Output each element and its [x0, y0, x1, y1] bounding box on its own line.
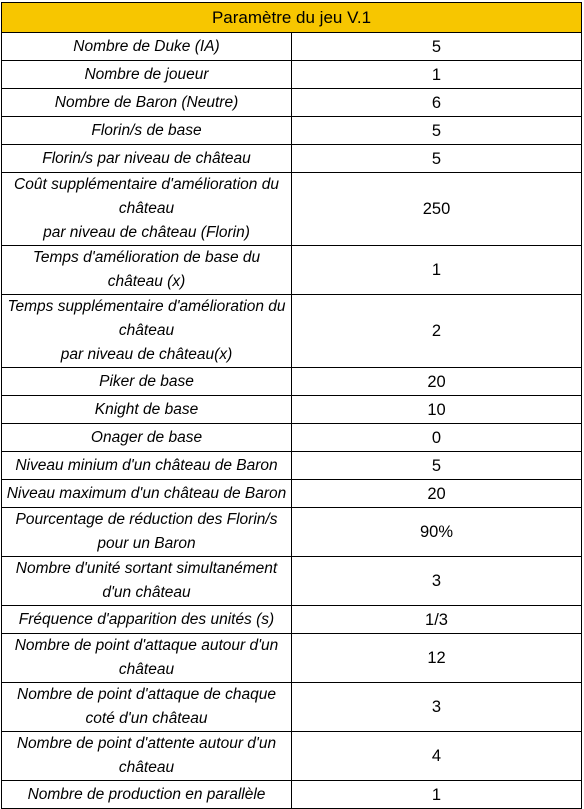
parameter-label-line: Nombre de joueur [84, 65, 209, 83]
parameter-label: Florin/s par niveau de château [1, 144, 292, 173]
parameter-value: 1 [291, 245, 582, 295]
parameter-label-line: Knight de base [94, 400, 199, 418]
table-body: Nombre de Duke (IA) 5 Nombre de joueur 1 Nom… [1, 32, 582, 809]
table-row: Fréquence d'apparition des unités (s) 1/3 [1, 605, 582, 634]
table-row: Florin/s de base 5 [1, 116, 582, 145]
parameter-label: Temps d'amélioration de base du château … [1, 245, 292, 295]
table-row: Nombre de point d'attaque autour d'un ch… [1, 633, 582, 683]
table-row: Onager de base 0 [1, 423, 582, 452]
parameter-value: 5 [291, 144, 582, 173]
parameter-value: 90% [291, 507, 582, 557]
parameter-label: Nombre de point d'attente autour d'un ch… [1, 731, 292, 781]
table-row: Nombre d'unité sortant simultanément d'u… [1, 556, 582, 606]
table-row: Temps d'amélioration de base du château … [1, 245, 582, 295]
parameter-value: 2 [291, 294, 582, 368]
parameter-label: Knight de base [1, 395, 292, 424]
table-row: Knight de base 10 [1, 395, 582, 424]
table-row: Florin/s par niveau de château 5 [1, 144, 582, 173]
parameter-label: Nombre de point d'attaque autour d'un ch… [1, 633, 292, 683]
parameter-label: Nombre de joueur [1, 60, 292, 89]
table-row: Temps supplémentaire d'amélioration du c… [1, 294, 582, 368]
parameter-value: 10 [291, 395, 582, 424]
parameter-label: Temps supplémentaire d'amélioration du c… [1, 294, 292, 368]
parameter-value: 3 [291, 556, 582, 606]
parameter-label-line: Niveau maximum d'un château de Baron [6, 484, 287, 502]
parameter-value: 250 [291, 172, 582, 246]
parameter-label-line: par niveau de château(x) [60, 346, 233, 363]
parameter-label: Coût supplémentaire d'amélioration du ch… [1, 172, 292, 246]
parameter-label-line: Nombre de production en parallèle [27, 785, 266, 803]
parameter-label: Onager de base [1, 423, 292, 452]
parameter-label-line: par niveau de château (Florin) [43, 224, 250, 241]
table-header-row: Paramètre du jeu V.1 [1, 2, 582, 33]
table-row: Piker de base 20 [1, 367, 582, 396]
table-row: Nombre de Baron (Neutre) 6 [1, 88, 582, 117]
table-row: Nombre de joueur 1 [1, 60, 582, 89]
parameter-label: Florin/s de base [1, 116, 292, 145]
parameter-label-line: Piker de base [99, 372, 194, 390]
parameter-label-line: Fréquence d'apparition des unités (s) [18, 610, 275, 628]
parameter-label: Nombre de Duke (IA) [1, 32, 292, 61]
parameter-label-line: Nombre de point d'attaque autour d'un ch… [14, 637, 279, 678]
table-row: Niveau minium d'un château de Baron 5 [1, 451, 582, 480]
parameter-label: Nombre de point d'attaque de chaque coté… [1, 682, 292, 732]
parameter-label-line: Nombre de point d'attaque de chaque coté… [17, 686, 276, 727]
table-row: Coût supplémentaire d'amélioration du ch… [1, 172, 582, 246]
table-row: Nombre de Duke (IA) 5 [1, 32, 582, 61]
parameter-value: 1 [291, 60, 582, 89]
parameter-value: 4 [291, 731, 582, 781]
table-row: Nombre de production en parallèle 1 [1, 780, 582, 809]
parameter-value: 5 [291, 116, 582, 145]
parameter-value: 20 [291, 367, 582, 396]
table-row: Nombre de point d'attaque de chaque coté… [1, 682, 582, 732]
parameter-value: 12 [291, 633, 582, 683]
parameter-label-line: Coût supplémentaire d'amélioration du ch… [14, 176, 279, 217]
parameter-label: Fréquence d'apparition des unités (s) [1, 605, 292, 634]
parameter-label-line: Florin/s de base [91, 121, 202, 139]
parameter-label-line: Florin/s par niveau de château [42, 149, 251, 167]
table-row: Pourcentage de réduction des Florin/s po… [1, 507, 582, 557]
parameter-label: Nombre de Baron (Neutre) [1, 88, 292, 117]
parameter-label-line: Temps supplémentaire d'amélioration du c… [7, 298, 286, 339]
parameter-label: Niveau minium d'un château de Baron [1, 451, 292, 480]
parameter-value: 5 [291, 451, 582, 480]
parameter-label-line: Onager de base [90, 428, 203, 446]
table-row: Nombre de point d'attente autour d'un ch… [1, 731, 582, 781]
table-title: Paramètre du jeu V.1 [1, 2, 582, 33]
parameter-label-line: Temps d'amélioration de base du château … [32, 249, 261, 290]
parameter-label: Niveau maximum d'un château de Baron [1, 479, 292, 508]
parameter-value: 20 [291, 479, 582, 508]
parameter-label-line: Nombre d'unité sortant simultanément d'u… [15, 560, 278, 601]
parameter-value: 5 [291, 32, 582, 61]
parameter-label-line: Nombre de Duke (IA) [73, 37, 220, 55]
parameter-value: 1/3 [291, 605, 582, 634]
parameter-value: 1 [291, 780, 582, 809]
parameter-value: 6 [291, 88, 582, 117]
parameter-value: 0 [291, 423, 582, 452]
parameter-label-line: Nombre de Baron (Neutre) [54, 93, 239, 111]
parameter-label: Piker de base [1, 367, 292, 396]
parameter-label: Nombre de production en parallèle [1, 780, 292, 809]
parameter-label-line: Pourcentage de réduction des Florin/s po… [15, 511, 278, 552]
parameter-label: Nombre d'unité sortant simultanément d'u… [1, 556, 292, 606]
parameter-value: 3 [291, 682, 582, 732]
parameter-label: Pourcentage de réduction des Florin/s po… [1, 507, 292, 557]
table-row: Niveau maximum d'un château de Baron 20 [1, 479, 582, 508]
parameter-label-line: Nombre de point d'attente autour d'un ch… [16, 735, 277, 776]
parameter-label-line: Niveau minium d'un château de Baron [15, 456, 278, 474]
